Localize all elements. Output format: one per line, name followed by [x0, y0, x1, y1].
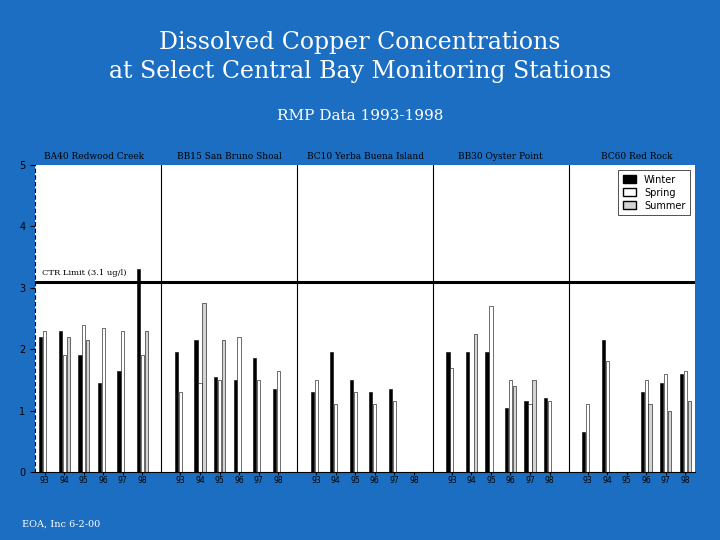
- Bar: [513, 386, 516, 472]
- Bar: [544, 399, 547, 472]
- Bar: [485, 352, 489, 472]
- Bar: [606, 361, 608, 472]
- Text: Dissolved Copper Concentrations
at Select Central Bay Monitoring Stations: Dissolved Copper Concentrations at Selec…: [109, 31, 611, 83]
- Bar: [334, 404, 337, 472]
- Bar: [86, 340, 89, 472]
- Bar: [649, 404, 652, 472]
- Bar: [688, 401, 690, 472]
- Bar: [117, 370, 120, 472]
- Bar: [253, 359, 256, 472]
- Bar: [644, 380, 648, 472]
- Bar: [98, 383, 101, 472]
- Bar: [179, 392, 182, 472]
- Bar: [490, 306, 492, 472]
- Bar: [474, 334, 477, 472]
- Bar: [43, 331, 46, 472]
- Bar: [528, 404, 531, 472]
- Bar: [505, 408, 508, 472]
- Bar: [137, 269, 140, 472]
- Bar: [369, 392, 372, 472]
- Text: CTR Limit (3.1 ug/l): CTR Limit (3.1 ug/l): [42, 269, 126, 278]
- Bar: [683, 370, 687, 472]
- Bar: [389, 389, 392, 472]
- Bar: [586, 404, 589, 472]
- Bar: [602, 340, 605, 472]
- Bar: [273, 389, 276, 472]
- Bar: [40, 337, 42, 472]
- Legend: Winter, Spring, Summer: Winter, Spring, Summer: [618, 170, 690, 215]
- Bar: [450, 368, 454, 472]
- Bar: [257, 380, 260, 472]
- Bar: [222, 340, 225, 472]
- Bar: [238, 337, 240, 472]
- Bar: [668, 410, 671, 472]
- Bar: [532, 380, 536, 472]
- Bar: [680, 374, 683, 472]
- Bar: [310, 392, 314, 472]
- Bar: [214, 377, 217, 472]
- Bar: [641, 392, 644, 472]
- Bar: [664, 374, 667, 472]
- Bar: [660, 383, 663, 472]
- Bar: [524, 401, 528, 472]
- Bar: [202, 303, 205, 472]
- Bar: [548, 401, 551, 472]
- Bar: [446, 352, 449, 472]
- Bar: [392, 401, 396, 472]
- Bar: [199, 383, 202, 472]
- Bar: [218, 380, 221, 472]
- Bar: [121, 331, 125, 472]
- Bar: [330, 352, 333, 472]
- Bar: [233, 380, 237, 472]
- Bar: [373, 404, 377, 472]
- Bar: [82, 325, 86, 472]
- Bar: [350, 380, 353, 472]
- Bar: [466, 352, 469, 472]
- Bar: [141, 355, 144, 472]
- Bar: [175, 352, 178, 472]
- Bar: [582, 432, 585, 472]
- Bar: [66, 337, 70, 472]
- Bar: [78, 355, 81, 472]
- Text: RMP Data 1993-1998: RMP Data 1993-1998: [276, 109, 444, 123]
- Bar: [194, 340, 198, 472]
- Bar: [276, 370, 279, 472]
- Bar: [509, 380, 512, 472]
- Bar: [354, 392, 357, 472]
- Text: EOA, Inc 6-2-00: EOA, Inc 6-2-00: [22, 519, 100, 529]
- Bar: [59, 331, 62, 472]
- Bar: [315, 380, 318, 472]
- Bar: [102, 328, 105, 472]
- Bar: [63, 355, 66, 472]
- Bar: [145, 331, 148, 472]
